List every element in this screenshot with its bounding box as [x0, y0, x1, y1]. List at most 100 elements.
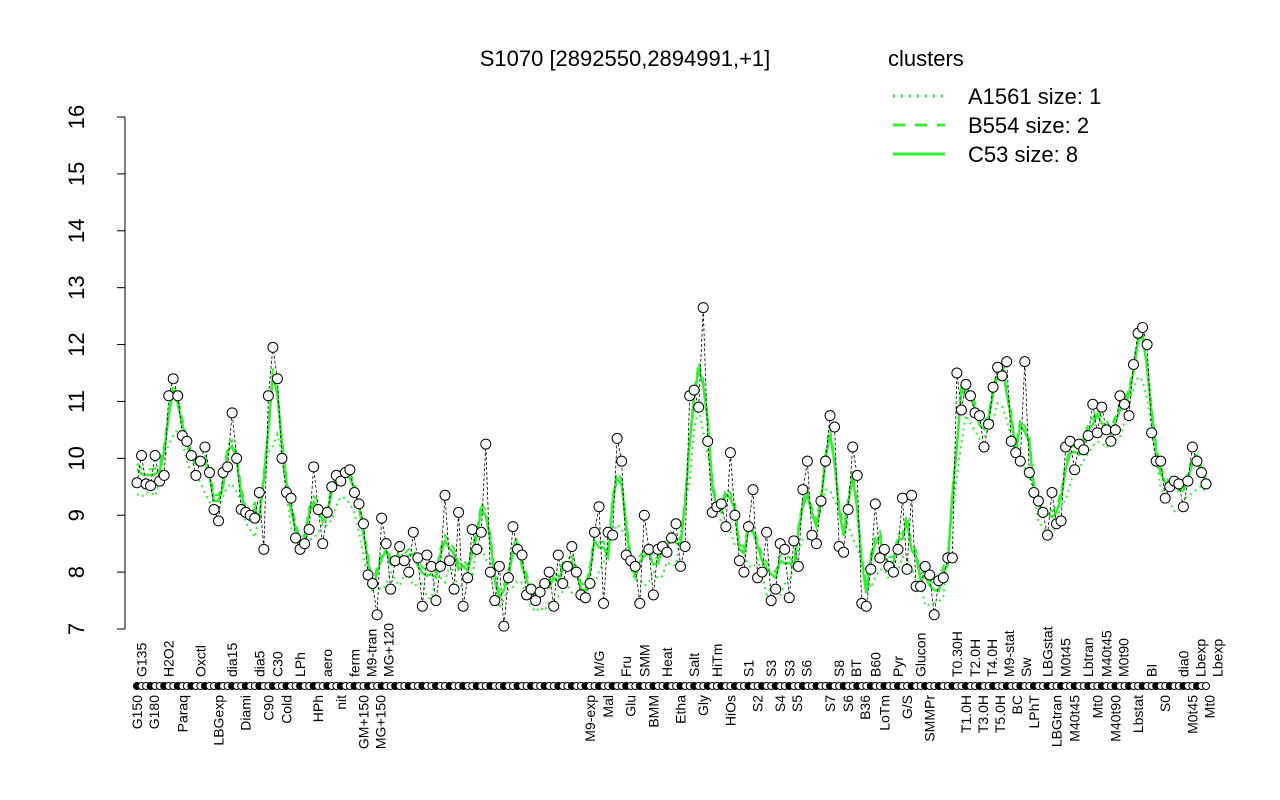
- y-tick-label: 14: [64, 219, 89, 243]
- data-point: [960, 378, 972, 390]
- data-point: [1123, 410, 1135, 422]
- x-tick-label: Glucon: [913, 633, 929, 677]
- x-tick-label: M40t45: [1067, 695, 1083, 742]
- x-tick-label: BT: [848, 659, 864, 677]
- data-point: [829, 421, 841, 433]
- data-point: [666, 532, 677, 544]
- data-point: [951, 367, 963, 379]
- x-tick-label: Salt: [686, 653, 702, 677]
- data-point: [838, 546, 850, 558]
- data-point: [1182, 475, 1194, 487]
- data-point: [385, 583, 397, 595]
- data-point: [448, 583, 460, 595]
- data-point: [185, 449, 197, 461]
- x-tick-label: S3: [781, 660, 797, 677]
- data-point: [792, 560, 804, 572]
- data-point: [321, 506, 333, 518]
- data-point: [987, 381, 999, 393]
- data-point: [475, 526, 487, 538]
- data-point: [783, 592, 795, 604]
- data-point: [670, 518, 682, 530]
- data-point: [480, 438, 492, 450]
- data-point: [407, 526, 419, 538]
- data-point: [570, 566, 582, 578]
- data-point: [1195, 467, 1207, 479]
- x-tick-label: B36: [857, 695, 873, 720]
- data-point: [376, 512, 388, 524]
- data-point: [502, 572, 514, 584]
- data-point: [1001, 356, 1013, 368]
- data-point: [249, 512, 261, 524]
- x-tick-label: MG+150: [372, 695, 388, 749]
- data-point: [403, 566, 415, 578]
- data-point: [145, 480, 157, 492]
- cluster-line-B554: [136, 326, 1207, 595]
- x-tick-label: C30: [269, 651, 285, 677]
- data-point: [1200, 478, 1212, 490]
- data-point: [937, 572, 949, 584]
- data-point: [457, 600, 469, 612]
- x-tick-label: BI: [1144, 664, 1160, 677]
- data-point: [779, 543, 791, 555]
- x-tick-label: dia15: [224, 643, 240, 677]
- data-point: [1105, 435, 1117, 447]
- data-point: [733, 555, 745, 567]
- data-point: [312, 504, 324, 516]
- data-point: [194, 455, 206, 467]
- data-point: [348, 486, 360, 498]
- data-point: [1096, 401, 1108, 413]
- data-point: [647, 589, 659, 601]
- data-point: [326, 481, 338, 493]
- data-point: [353, 498, 365, 510]
- x-tick-label: G/S: [899, 695, 915, 719]
- data-point: [1118, 398, 1130, 410]
- data-point: [1137, 321, 1149, 333]
- data-point: [213, 515, 225, 527]
- data-point: [131, 477, 143, 489]
- x-tick-label: Gly: [695, 695, 711, 716]
- data-point: [285, 492, 297, 504]
- data-point: [1078, 444, 1090, 456]
- data-point: [1087, 398, 1099, 410]
- x-tick-label: BMM: [645, 695, 661, 728]
- data-point: [1023, 467, 1035, 479]
- data-point: [847, 441, 859, 453]
- data-point: [222, 461, 234, 473]
- data-point: [1177, 501, 1189, 513]
- data-point: [702, 435, 714, 447]
- x-tick-label: G180: [146, 695, 162, 729]
- x-tick-label: S0: [1157, 695, 1173, 712]
- data-point: [815, 495, 827, 507]
- y-tick-label: 7: [64, 623, 89, 635]
- data-point: [1055, 515, 1067, 527]
- x-tick-label: SMMPr: [922, 695, 938, 742]
- data-point: [661, 546, 673, 558]
- data-point: [557, 577, 569, 589]
- x-sample-marker: [1202, 682, 1210, 690]
- data-point: [208, 504, 220, 516]
- x-tick-label: Lbstat: [1130, 695, 1146, 733]
- data-point: [1046, 486, 1058, 498]
- y-tick-label: 11: [64, 390, 89, 413]
- data-point: [992, 361, 1004, 373]
- x-tick-label: Mt0: [1201, 695, 1217, 719]
- data-point: [955, 404, 967, 416]
- data-point: [584, 577, 596, 589]
- data-point: [516, 549, 528, 561]
- data-point: [964, 390, 976, 402]
- x-tick-label: T0.30H: [949, 631, 965, 677]
- x-tick-label: S6: [840, 695, 856, 712]
- x-tick-label: T4.0H: [984, 639, 1000, 677]
- data-point: [507, 521, 519, 533]
- x-tick-label: ferm: [346, 649, 362, 677]
- data-point: [389, 555, 401, 567]
- data-point: [579, 592, 591, 604]
- data-point: [525, 583, 537, 595]
- data-point: [693, 401, 705, 413]
- data-point: [299, 538, 311, 550]
- legend-title: clusters: [888, 46, 964, 71]
- data-point: [629, 560, 641, 572]
- x-tick-label: Fru: [618, 656, 634, 677]
- data-point: [598, 597, 610, 609]
- data-point: [226, 407, 238, 419]
